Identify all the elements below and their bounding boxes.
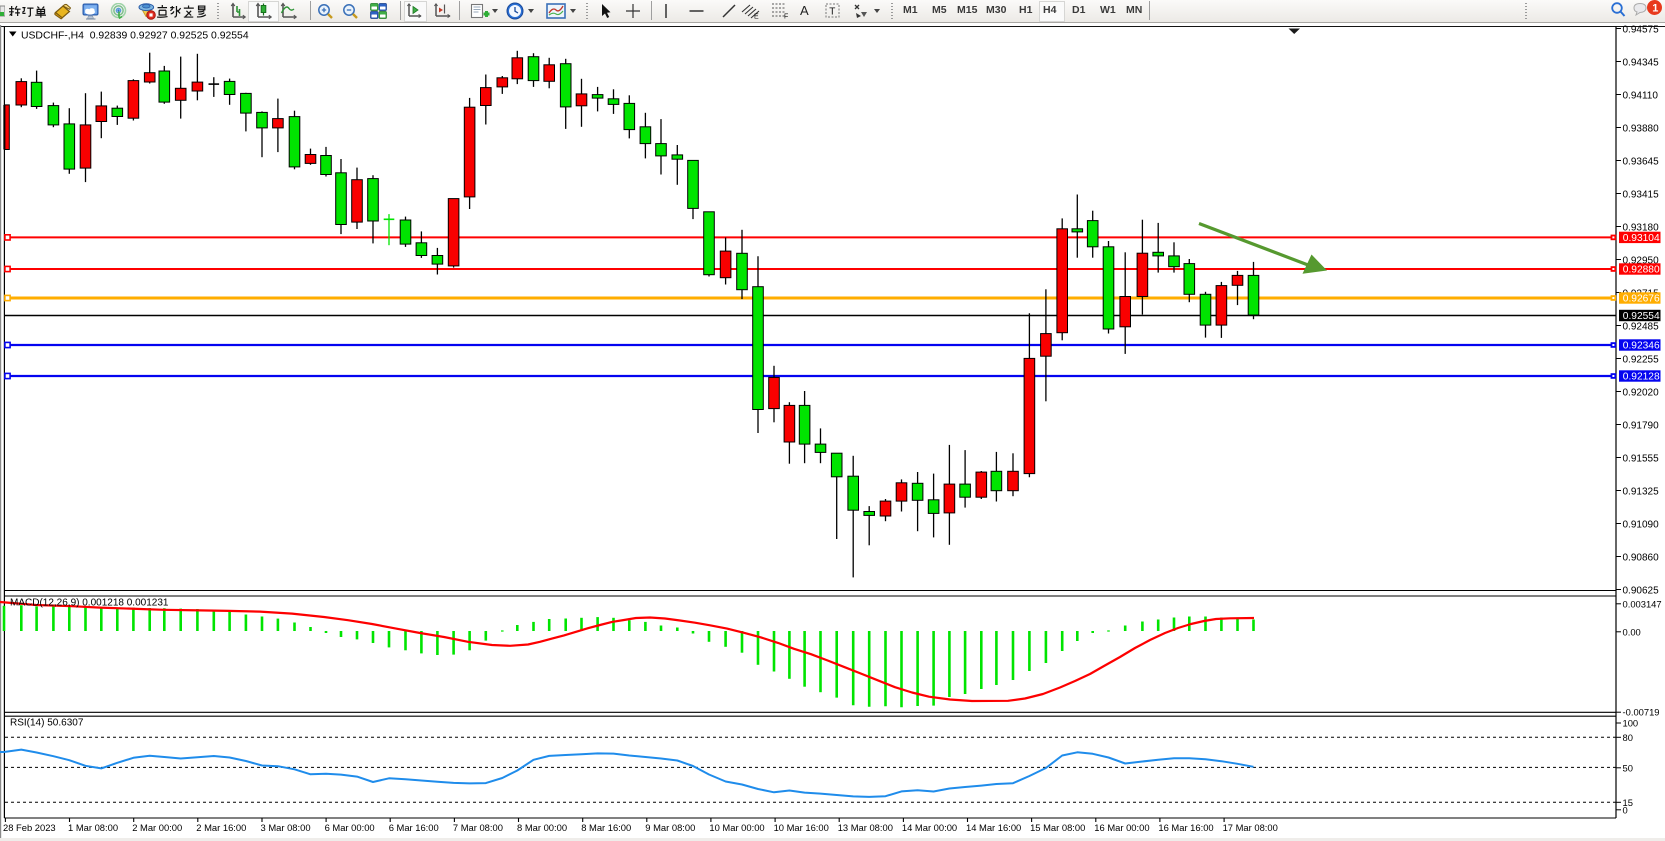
svg-text:2 Mar 00:00: 2 Mar 00:00 — [132, 822, 182, 833]
svg-text:0.93880: 0.93880 — [1623, 123, 1660, 134]
svg-text:0.92346: 0.92346 — [1623, 341, 1660, 352]
svg-text:16 Mar 16:00: 16 Mar 16:00 — [1158, 822, 1213, 833]
svg-text:16 Mar 00:00: 16 Mar 00:00 — [1094, 822, 1149, 833]
svg-text:17 Mar 08:00: 17 Mar 08:00 — [1223, 822, 1278, 833]
svg-text:0.91325: 0.91325 — [1623, 486, 1660, 497]
svg-text:100: 100 — [1623, 718, 1639, 729]
svg-text:15: 15 — [1623, 797, 1633, 808]
svg-text:6 Mar 00:00: 6 Mar 00:00 — [325, 822, 375, 833]
svg-text:0.92676: 0.92676 — [1623, 294, 1660, 305]
svg-text:F: F — [784, 14, 788, 20]
svg-text:0.91555: 0.91555 — [1623, 453, 1660, 464]
svg-text:0.94110: 0.94110 — [1623, 90, 1659, 101]
svg-text:0.92880: 0.92880 — [1623, 265, 1660, 276]
svg-text:0.94345: 0.94345 — [1623, 57, 1660, 68]
svg-text:2 Mar 16:00: 2 Mar 16:00 — [196, 822, 246, 833]
svg-text:80: 80 — [1623, 732, 1633, 743]
svg-text:0.90625: 0.90625 — [1623, 585, 1660, 596]
svg-text:0.92255: 0.92255 — [1623, 354, 1660, 365]
svg-text:0: 0 — [1623, 804, 1628, 815]
svg-text:0.92020: 0.92020 — [1623, 387, 1660, 398]
svg-text:-0.00719: -0.00719 — [1623, 707, 1660, 718]
svg-text:0.003147: 0.003147 — [1623, 598, 1662, 609]
svg-text:USDCHF-,H4 0.92839 0.92927 0.: USDCHF-,H4 0.92839 0.92927 0.92525 0.925… — [21, 31, 249, 42]
svg-text:0.92554: 0.92554 — [1623, 311, 1660, 322]
svg-text:7 Mar 08:00: 7 Mar 08:00 — [453, 822, 503, 833]
svg-text:0.90860: 0.90860 — [1623, 552, 1660, 563]
svg-text:6 Mar 16:00: 6 Mar 16:00 — [389, 822, 439, 833]
svg-text:0.92950: 0.92950 — [1623, 255, 1660, 266]
svg-text:0.91090: 0.91090 — [1623, 519, 1660, 530]
svg-text:15 Mar 08:00: 15 Mar 08:00 — [1030, 822, 1085, 833]
svg-text:28 Feb 2023: 28 Feb 2023 — [3, 822, 56, 833]
svg-text:0.93415: 0.93415 — [1623, 189, 1660, 200]
svg-text:3 Mar 08:00: 3 Mar 08:00 — [261, 822, 311, 833]
svg-text:1 Mar 08:00: 1 Mar 08:00 — [68, 822, 118, 833]
svg-text:50: 50 — [1623, 762, 1633, 773]
svg-text:14 Mar 00:00: 14 Mar 00:00 — [902, 822, 957, 833]
svg-text:0.93645: 0.93645 — [1623, 156, 1660, 167]
svg-text:13 Mar 08:00: 13 Mar 08:00 — [838, 822, 893, 833]
svg-text:RSI(14) 50.6307: RSI(14) 50.6307 — [10, 717, 84, 728]
svg-text:MACD(12,26,9) 0.001218 0.00123: MACD(12,26,9) 0.001218 0.001231 — [10, 597, 169, 608]
svg-text:0.93104: 0.93104 — [1623, 233, 1660, 244]
svg-text:T: T — [829, 7, 835, 18]
svg-text:0.92128: 0.92128 — [1623, 372, 1660, 383]
svg-text:10 Mar 00:00: 10 Mar 00:00 — [709, 822, 764, 833]
svg-text:8 Mar 00:00: 8 Mar 00:00 — [517, 822, 567, 833]
svg-text:14 Mar 16:00: 14 Mar 16:00 — [966, 822, 1021, 833]
svg-text:10 Mar 16:00: 10 Mar 16:00 — [774, 822, 829, 833]
svg-text:E: E — [754, 14, 759, 20]
svg-text:0.94575: 0.94575 — [1623, 25, 1660, 35]
svg-text:0.91790: 0.91790 — [1623, 420, 1660, 431]
svg-text:0.00: 0.00 — [1623, 626, 1641, 637]
svg-text:8 Mar 16:00: 8 Mar 16:00 — [581, 822, 631, 833]
svg-text:0.92485: 0.92485 — [1623, 321, 1660, 332]
svg-text:1: 1 — [1652, 2, 1658, 14]
svg-text:0.93180: 0.93180 — [1623, 222, 1660, 233]
svg-text:9 Mar 08:00: 9 Mar 08:00 — [645, 822, 695, 833]
